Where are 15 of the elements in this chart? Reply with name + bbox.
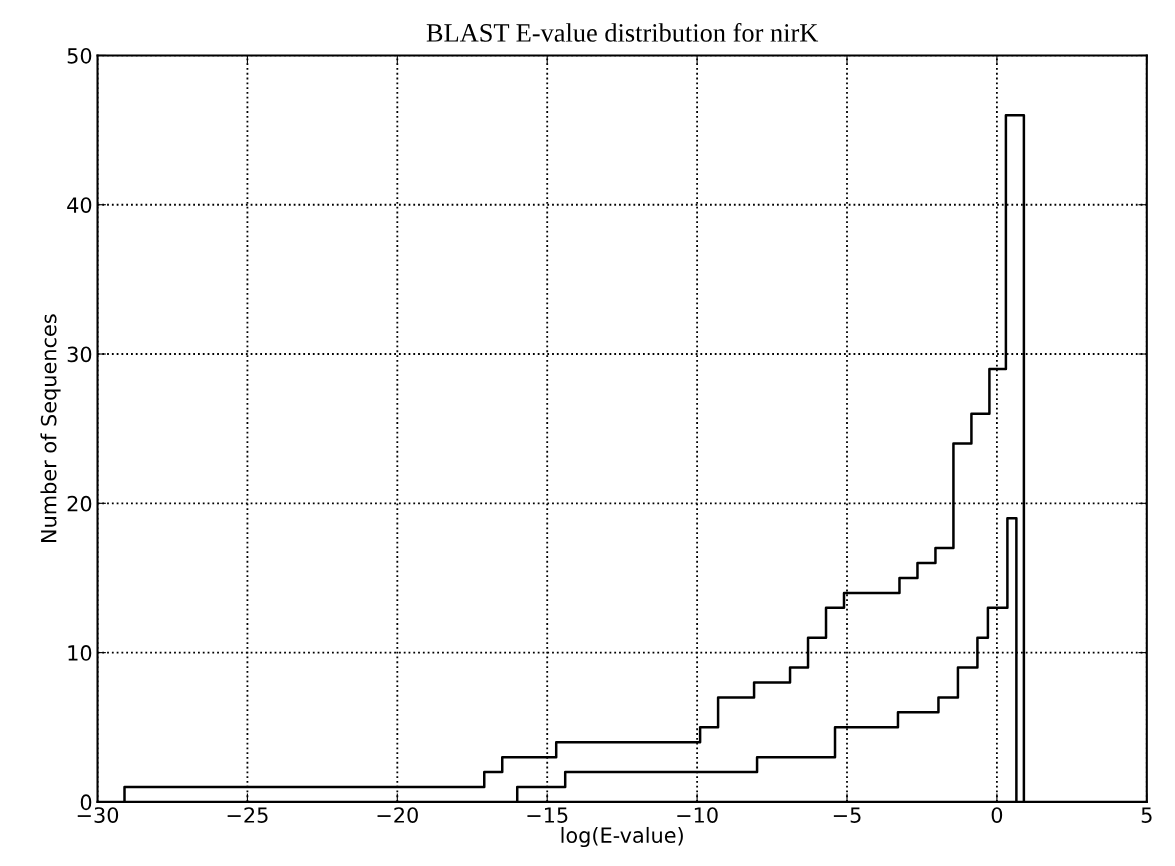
x-tick-label: −5 [833, 807, 861, 823]
y-tick-label: 10 [68, 645, 92, 661]
y-tick-label: 30 [67, 346, 92, 363]
x-tick-label: −25 [227, 807, 268, 823]
y-tick-label: 50 [67, 47, 92, 64]
chart-title: BLAST E-value distribution for nirK [426, 22, 819, 42]
y-tick-label: 40 [67, 197, 92, 213]
x-tick-label: 0 [991, 807, 1003, 823]
x-axis-title: log(E-value) [561, 826, 683, 848]
x-tick-label: −20 [377, 807, 418, 823]
x-tick-label: 5 [1141, 807, 1152, 823]
x-tick-label: −15 [527, 807, 568, 823]
y-axis-title: Number of Sequences [40, 314, 61, 542]
y-tick-label: 20 [67, 495, 92, 512]
x-tick-label: −10 [677, 807, 718, 823]
